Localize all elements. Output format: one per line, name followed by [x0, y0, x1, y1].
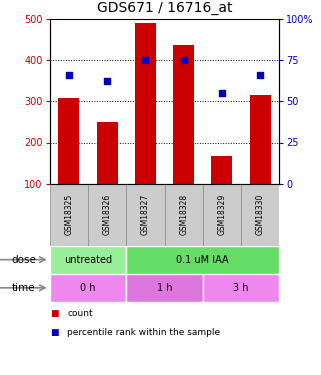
Text: ■: ■: [50, 328, 58, 337]
Bar: [58, 98, 79, 184]
Text: 1 h: 1 h: [157, 283, 172, 293]
Bar: [203, 184, 241, 246]
Text: GSM18326: GSM18326: [103, 194, 112, 236]
Point: [181, 57, 186, 63]
Bar: [211, 156, 232, 184]
Point: [143, 57, 148, 63]
Text: count: count: [67, 309, 93, 318]
Text: GSM18329: GSM18329: [217, 194, 226, 236]
Text: time: time: [11, 283, 35, 293]
Text: ■: ■: [50, 309, 58, 318]
Text: dose: dose: [11, 255, 36, 265]
Title: GDS671 / 16716_at: GDS671 / 16716_at: [97, 1, 232, 15]
Bar: [50, 274, 126, 302]
Bar: [50, 246, 126, 274]
Bar: [203, 274, 279, 302]
Text: 0.1 uM IAA: 0.1 uM IAA: [177, 255, 229, 265]
Text: GSM18325: GSM18325: [65, 194, 74, 236]
Bar: [135, 23, 156, 184]
Bar: [164, 184, 203, 246]
Bar: [97, 122, 118, 184]
Point: [219, 90, 224, 96]
Text: percentile rank within the sample: percentile rank within the sample: [67, 328, 221, 337]
Bar: [126, 274, 203, 302]
Point: [257, 72, 263, 78]
Text: untreated: untreated: [64, 255, 112, 265]
Text: GSM18328: GSM18328: [179, 194, 188, 235]
Point: [66, 72, 72, 78]
Bar: [126, 184, 164, 246]
Text: GSM18327: GSM18327: [141, 194, 150, 236]
Text: 3 h: 3 h: [233, 283, 249, 293]
Text: 0 h: 0 h: [80, 283, 96, 293]
Bar: [88, 184, 126, 246]
Bar: [50, 184, 88, 246]
Bar: [250, 95, 271, 184]
Bar: [241, 184, 279, 246]
Bar: [173, 45, 194, 184]
Point: [105, 78, 110, 84]
Bar: [126, 246, 279, 274]
Text: GSM18330: GSM18330: [256, 194, 265, 236]
